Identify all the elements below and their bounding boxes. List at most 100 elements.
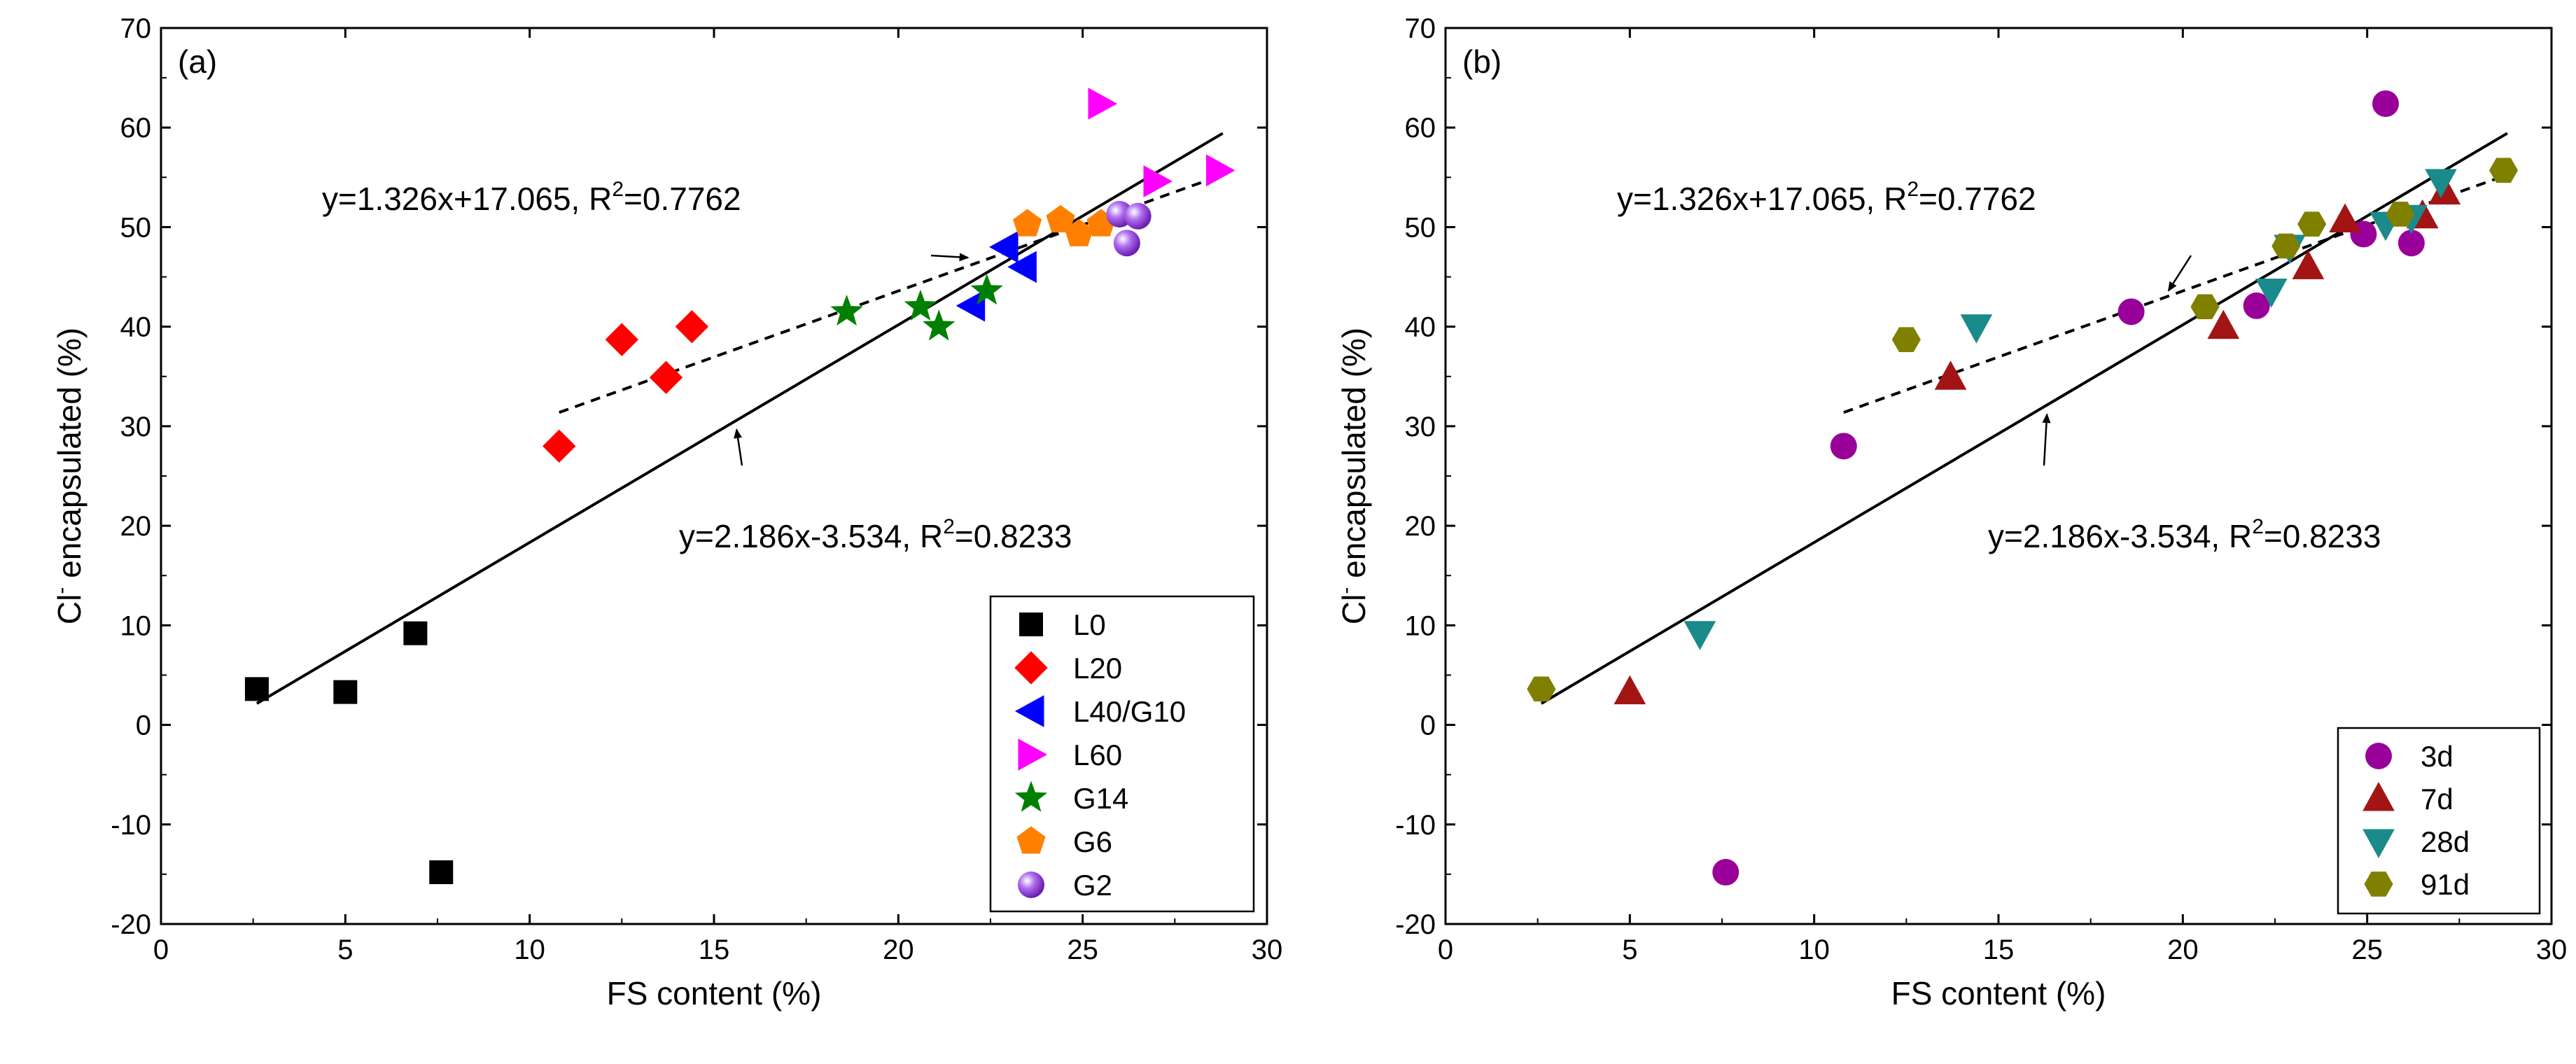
data-point	[2118, 298, 2145, 326]
fit-equation-r2: =0.7762	[1919, 181, 2036, 217]
y-tick-label: 20	[120, 511, 152, 542]
data-point	[333, 680, 358, 704]
legend-marker	[1014, 780, 1048, 812]
legend: L0 L20 L40/G10 L60 G14 G6 G2	[989, 595, 1255, 913]
y-axis-label-main: Cl	[51, 594, 88, 624]
data-point	[955, 289, 986, 322]
data-point	[1206, 154, 1236, 187]
data-point	[970, 274, 1003, 305]
legend: 3d 7d 28d 91d	[2337, 727, 2541, 915]
data-point	[923, 309, 955, 341]
y-tick-label: -10	[111, 810, 151, 841]
fit-equation-r2: =0.8233	[2264, 518, 2381, 554]
fit-arrow	[2042, 413, 2051, 466]
y-axis-label-sup: -	[50, 587, 73, 594]
y-tick-label: 40	[1405, 312, 1436, 343]
x-tick-label: 15	[699, 934, 730, 965]
fit-arrow	[930, 253, 969, 262]
legend-marker	[2365, 743, 2392, 769]
data-point	[1684, 621, 1716, 650]
x-tick-label: 15	[1983, 934, 2015, 965]
legend-marker	[2364, 872, 2393, 897]
y-tick-label: 10	[1405, 610, 1436, 641]
legend-marker	[2362, 829, 2395, 859]
x-tick-label: 25	[2351, 934, 2383, 965]
panel-b: 0 5 10 15 20 25 30 -20 -10 0 10 20 30 40 50 60 70 FS cont…	[1334, 13, 2567, 1011]
data-point	[1113, 230, 1140, 257]
x-tick-label: 20	[2167, 934, 2199, 965]
legend-label: L40/G10	[1073, 695, 1186, 728]
x-tick-label: 20	[883, 934, 914, 965]
fit-equation-main: y=1.326x+17.065, R	[1617, 181, 1907, 217]
legend-marker	[1014, 651, 1048, 685]
fit-equation-r2: =0.8233	[955, 518, 1072, 554]
legend-label: L0	[1073, 608, 1106, 641]
data-point	[904, 289, 937, 321]
panel-a: 0 5 10 15 20 25 30 -20 -10 0 10 20 30 40 50 60 70 FS cont…	[50, 13, 1282, 1011]
y-tick-label: -10	[1395, 810, 1436, 841]
legend-label: L60	[1073, 738, 1122, 771]
data-point	[1013, 209, 1042, 237]
legend-marker	[1016, 826, 1046, 854]
y-tick-label: 0	[136, 710, 151, 741]
fit-equation-sup: 2	[2252, 515, 2264, 538]
data-point	[1934, 360, 1967, 390]
x-tick-label: 30	[1252, 934, 1283, 965]
y-axis-label: Cl- encapsulated (%)	[50, 328, 88, 624]
legend-label: 3d	[2421, 740, 2454, 773]
y-tick-label: 0	[1420, 710, 1436, 741]
y-tick-label: 70	[120, 13, 152, 44]
x-axis-label: FS content (%)	[607, 975, 822, 1011]
legend-label: G6	[1073, 825, 1112, 858]
y-tick-label: 50	[1405, 212, 1436, 243]
series-G6	[1013, 204, 1116, 246]
x-tick-label: 0	[153, 934, 169, 965]
y-tick-label: 10	[120, 610, 152, 641]
series-L0	[244, 621, 454, 885]
y-tick-label: -20	[1395, 909, 1436, 940]
data-point	[1088, 88, 1118, 120]
data-point	[2207, 309, 2240, 340]
data-point	[2329, 203, 2361, 232]
y-tick-label: 40	[120, 312, 152, 343]
legend-label: G14	[1073, 782, 1128, 815]
data-point	[2386, 202, 2415, 227]
legend-marker	[1014, 695, 1044, 727]
data-point	[675, 309, 709, 344]
y-tick-label: 20	[1405, 511, 1436, 542]
data-point	[2297, 211, 2327, 237]
fit-equation-r2: =0.7762	[624, 181, 741, 217]
series-91d	[1527, 158, 2519, 702]
fit-arrow	[2167, 255, 2192, 292]
y-tick-label: 60	[120, 113, 152, 144]
y-tick-label: 60	[1405, 113, 1436, 144]
x-tick-label: 5	[1622, 934, 1637, 965]
legend-marker	[1018, 872, 1044, 898]
series-L40-G10	[955, 231, 1037, 322]
y-axis-label-rest: encapsulated (%)	[1336, 328, 1372, 587]
data-point	[2272, 233, 2301, 259]
data-point	[1830, 433, 1857, 460]
data-point	[429, 860, 454, 885]
fit-equation-sup: 2	[612, 178, 624, 201]
data-point	[1124, 202, 1152, 230]
data-point	[2425, 169, 2457, 199]
y-tick-label: 70	[1405, 13, 1436, 44]
legend-marker	[1018, 738, 1048, 771]
y-tick-label: 30	[120, 412, 152, 442]
y-axis-label-main: Cl	[1336, 594, 1372, 624]
series-7d	[1614, 175, 2461, 705]
data-point	[1891, 327, 1921, 352]
legend-label: G2	[1073, 869, 1112, 902]
fit-equation-sup: 2	[943, 515, 955, 538]
series-28d	[1684, 169, 2457, 650]
fit-equation-main: y=1.326x+17.065, R	[322, 181, 612, 217]
x-tick-label: 10	[514, 934, 545, 965]
x-axis-label: FS content (%)	[1891, 975, 2106, 1011]
x-tick-label: 30	[2536, 934, 2568, 965]
fit-equation-label: y=1.326x+17.065, R2=0.7762	[1617, 178, 2036, 217]
y-tick-label: 30	[1405, 412, 1436, 442]
legend-marker	[2362, 781, 2395, 811]
data-point	[2190, 294, 2220, 320]
